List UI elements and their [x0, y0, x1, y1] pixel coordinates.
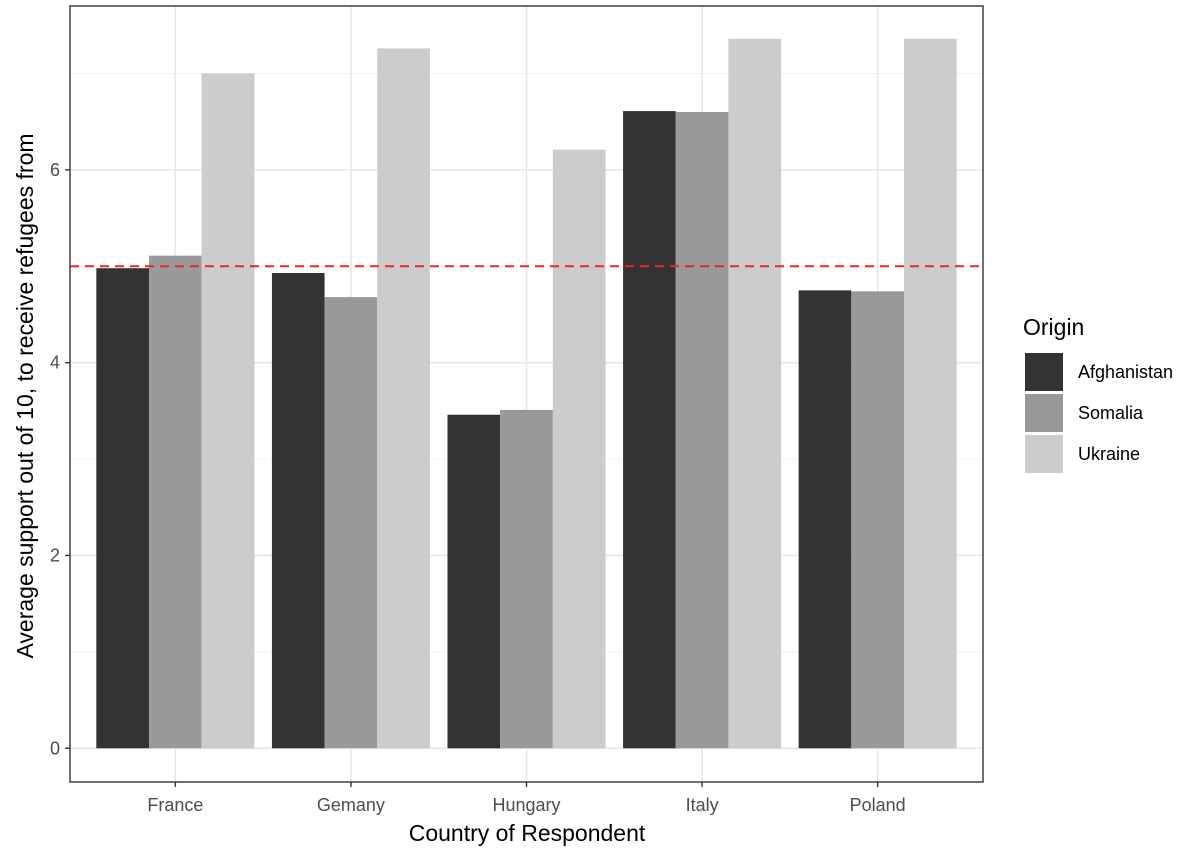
- legend-label-ukraine: Ukraine: [1078, 444, 1140, 464]
- legend: Origin Afghanistan Somalia Ukraine: [1023, 314, 1173, 473]
- bar-ukraine-poland: [903, 38, 957, 749]
- y-tick-label: 2: [50, 545, 60, 565]
- x-tick-label: Italy: [686, 795, 719, 815]
- bar-ukraine-france: [201, 73, 255, 749]
- plot-area: [70, 6, 983, 782]
- legend-title: Origin: [1023, 314, 1084, 340]
- bar-somalia-italy: [675, 112, 729, 749]
- bar-afghanistan-france: [96, 268, 150, 749]
- legend-key-afghanistan: [1025, 353, 1063, 391]
- x-tick-label: Poland: [850, 795, 906, 815]
- y-tick-label: 0: [50, 738, 60, 758]
- bar-ukraine-gemany: [377, 48, 430, 749]
- legend-key-ukraine: [1025, 435, 1063, 473]
- bar-somalia-poland: [851, 291, 904, 749]
- bar-afghanistan-poland: [798, 290, 852, 749]
- bar-afghanistan-gemany: [271, 273, 325, 749]
- legend-label-afghanistan: Afghanistan: [1078, 362, 1173, 382]
- bar-afghanistan-hungary: [447, 414, 501, 749]
- x-tick-label: Hungary: [492, 795, 560, 815]
- bar-ukraine-italy: [728, 38, 782, 749]
- bar-somalia-hungary: [500, 409, 553, 749]
- bar-somalia-gemany: [324, 297, 378, 749]
- legend-label-somalia: Somalia: [1078, 403, 1144, 423]
- bar-ukraine-hungary: [552, 149, 606, 749]
- y-axis-title: Average support out of 10, to receive re…: [12, 133, 38, 658]
- y-tick-label: 4: [50, 353, 60, 373]
- legend-key-somalia: [1025, 394, 1063, 432]
- bar-afghanistan-italy: [623, 111, 676, 749]
- axes: 0 2 4 6 France Gemany Hungary Italy Poland: [50, 5, 984, 815]
- x-tick-label: France: [147, 795, 203, 815]
- bar-somalia-france: [149, 255, 202, 749]
- x-tick-label: Gemany: [317, 795, 385, 815]
- y-tick-label: 6: [50, 160, 60, 180]
- x-axis-title: Country of Respondent: [409, 820, 646, 846]
